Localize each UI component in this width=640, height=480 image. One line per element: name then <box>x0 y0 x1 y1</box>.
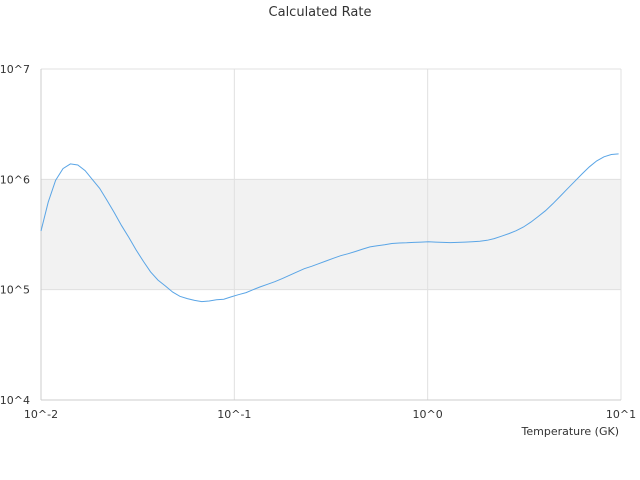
x-tick-label: 10^-2 <box>24 408 58 421</box>
axes <box>40 69 621 401</box>
x-tick-label: 10^1 <box>606 408 636 421</box>
y-tick-label: 10^5 <box>0 284 30 297</box>
y-tick-label: 10^7 <box>0 63 30 76</box>
shaded-band <box>41 179 621 290</box>
x-tick-label: 10^0 <box>413 408 443 421</box>
x-axis-label: Temperature (GK) <box>521 425 620 438</box>
series-line <box>40 153 619 303</box>
chart-title: Calculated Rate <box>269 5 372 20</box>
y-tick-label: 10^4 <box>0 394 30 407</box>
tick-labels: 10^4 10^5 10^6 10^7 10^-2 10^-1 10^0 10^1 <box>0 63 636 421</box>
x-tick-label: 10^-1 <box>217 408 251 421</box>
y-tick-label: 10^6 <box>0 173 30 186</box>
